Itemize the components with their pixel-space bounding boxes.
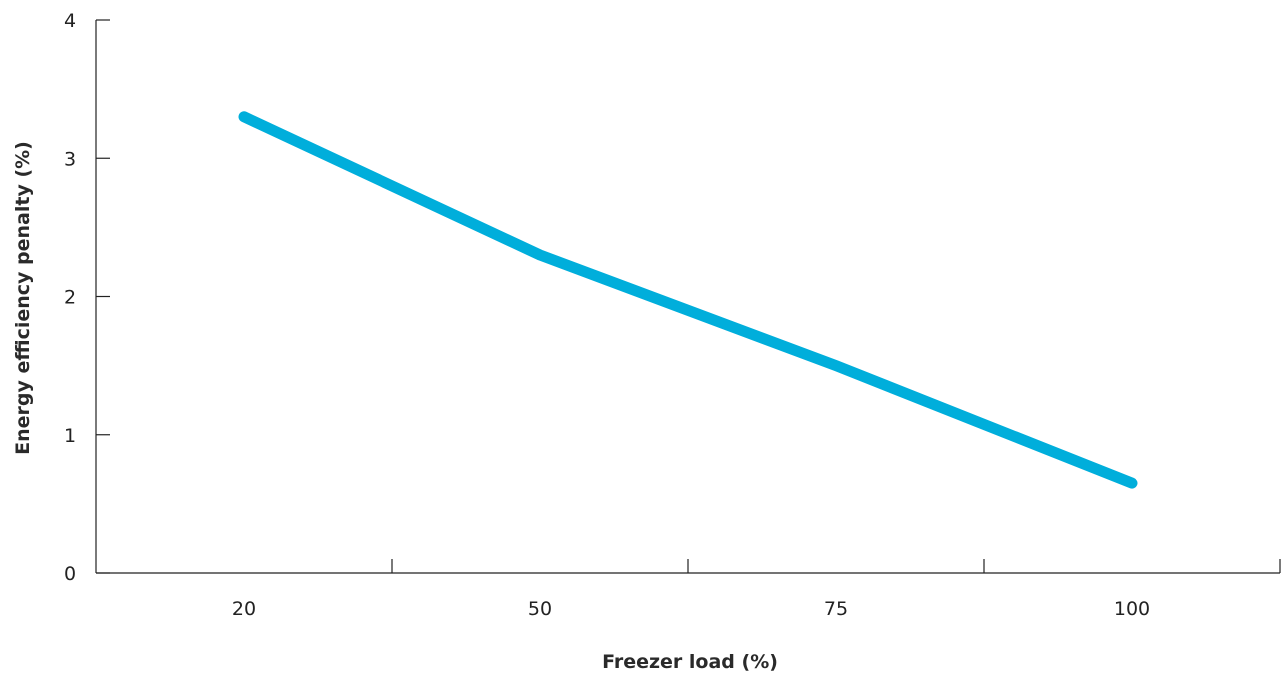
- y-tick-label: 3: [64, 148, 76, 170]
- axes: [95, 19, 1281, 574]
- x-tick-label: 20: [232, 598, 256, 620]
- x-tick-label: 75: [824, 598, 848, 620]
- y-axis-title: Energy efficiency penalty (%): [12, 141, 34, 455]
- y-tick-label: 4: [64, 10, 76, 32]
- y-tick-label: 2: [64, 287, 76, 309]
- x-tick-label: 50: [528, 598, 552, 620]
- y-tick-label: 1: [64, 425, 76, 447]
- series-line: [238, 111, 1138, 489]
- x-tick-label: 100: [1114, 598, 1150, 620]
- x-axis-title: Freezer load (%): [602, 651, 778, 673]
- y-tick-label: 0: [64, 563, 76, 585]
- tick-labels: 0 1 2 3 4 20 50 75 100: [64, 10, 1150, 620]
- series-layer: [238, 111, 1138, 489]
